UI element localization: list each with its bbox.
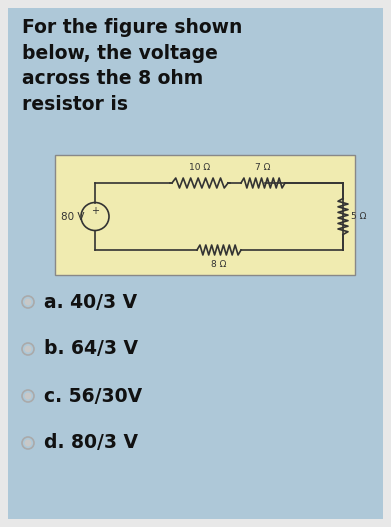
Circle shape <box>25 440 32 446</box>
Text: a. 40/3 V: a. 40/3 V <box>44 292 137 311</box>
Text: d. 80/3 V: d. 80/3 V <box>44 434 138 453</box>
Circle shape <box>25 346 32 353</box>
Circle shape <box>25 393 32 399</box>
FancyBboxPatch shape <box>55 155 355 275</box>
Text: 80 V: 80 V <box>61 211 85 221</box>
Circle shape <box>25 298 32 306</box>
Text: 7 Ω: 7 Ω <box>255 163 271 172</box>
Text: For the figure shown
below, the voltage
across the 8 ohm
resistor is: For the figure shown below, the voltage … <box>22 18 242 114</box>
Text: +: + <box>91 207 99 217</box>
Text: c. 56/30V: c. 56/30V <box>44 386 142 405</box>
Text: 8 Ω: 8 Ω <box>211 260 227 269</box>
Text: 5 Ω: 5 Ω <box>351 212 366 221</box>
Text: 10 Ω: 10 Ω <box>189 163 211 172</box>
FancyBboxPatch shape <box>8 8 383 519</box>
Text: b. 64/3 V: b. 64/3 V <box>44 339 138 358</box>
